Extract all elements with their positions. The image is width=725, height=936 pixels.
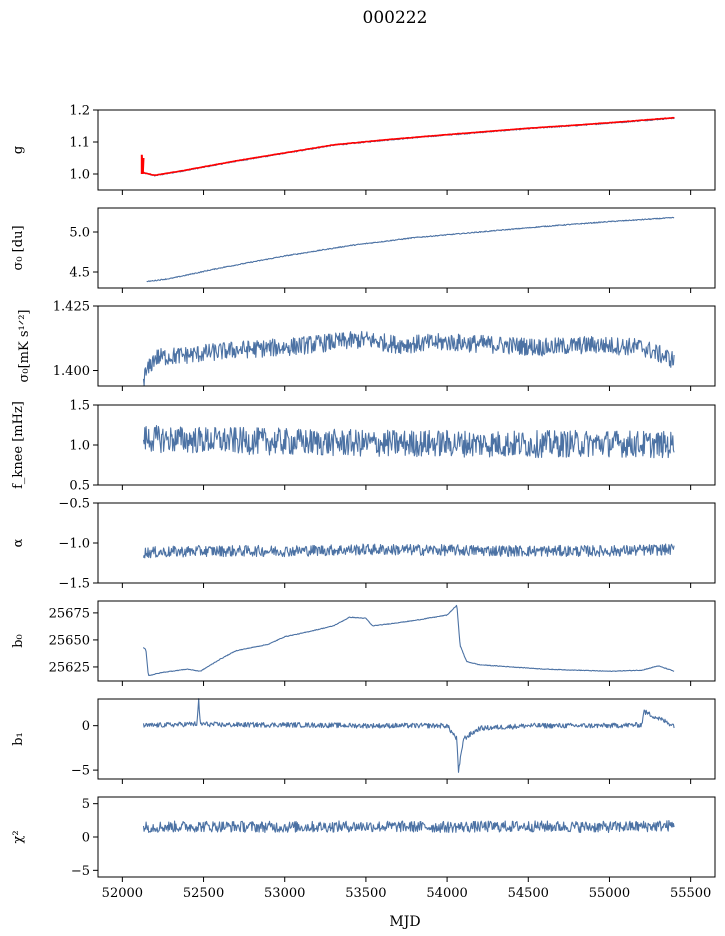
axes-frame-1 xyxy=(97,109,716,191)
y-tick-label: 1.2 xyxy=(69,104,90,119)
y-axis-label-2: σ₀ [du] xyxy=(11,225,26,270)
y-tick-label: −5 xyxy=(71,864,90,879)
series-line-1 xyxy=(141,117,675,177)
series-line-4 xyxy=(142,424,675,459)
fit-start-spike xyxy=(140,154,145,175)
y-tick-label: −1.0 xyxy=(58,537,90,552)
y-tick-label: 1.400 xyxy=(53,364,90,379)
y-tick-label: 5.0 xyxy=(69,226,90,241)
panel-2: 4.5 5.0 σ₀ [du] xyxy=(11,207,716,293)
series-line-7 xyxy=(142,698,675,773)
y-tick-label: 0.5 xyxy=(69,479,90,494)
y-axis-label-7: b₁ xyxy=(11,732,26,746)
x-tick-label: 55000 xyxy=(589,886,630,901)
x-tick-label: 52500 xyxy=(183,886,224,901)
y-tick-label: 0 xyxy=(82,831,90,846)
x-tick-label: 54000 xyxy=(426,886,467,901)
y-axis-label-1: g xyxy=(11,146,26,154)
series-line-6 xyxy=(143,604,675,677)
y-tick-label: 1.0 xyxy=(69,168,90,183)
axes-frame-3 xyxy=(97,305,716,387)
x-axis-label: MJD xyxy=(389,914,420,930)
y-tick-label: −0.5 xyxy=(58,497,90,512)
panel-7: −5 0 b₁ xyxy=(11,698,716,784)
y-axis-label-3: σ₀[mK s¹ᐟ²] xyxy=(17,310,32,383)
y-tick-label: 25675 xyxy=(49,606,90,621)
x-tick-label: 52000 xyxy=(102,886,143,901)
x-tick-label: 53000 xyxy=(264,886,305,901)
x-tick-label: 55500 xyxy=(670,886,711,901)
y-axis-label-8: χ² xyxy=(11,830,26,843)
y-axis-label-6: b₀ xyxy=(11,634,26,648)
x-tick-label: 53500 xyxy=(345,886,386,901)
panel-6: 25625 25650 25675 b₀ xyxy=(11,600,716,686)
panel-1: 1.0 1.1 1.2 g xyxy=(11,104,716,195)
panel-3: 1.400 1.425 σ₀[mK s¹ᐟ²] xyxy=(17,300,716,391)
series-line-5 xyxy=(142,543,675,559)
series-line-8 xyxy=(142,820,675,834)
y-tick-label: 0 xyxy=(82,719,90,734)
axes-frame-5 xyxy=(97,502,716,584)
panel-8: −5 0 5 52000 52500 53000 53500 54000 54500 55000 5… xyxy=(11,796,716,901)
y-tick-label: 25625 xyxy=(49,660,90,675)
y-tick-label: 1.425 xyxy=(53,300,90,315)
y-tick-label: 5 xyxy=(82,797,90,812)
y-tick-label: 25650 xyxy=(49,633,90,648)
series-line-3 xyxy=(142,330,675,387)
axes-frame-7 xyxy=(97,698,716,780)
y-tick-label: 1.1 xyxy=(69,136,90,151)
y-tick-label: 4.5 xyxy=(69,266,90,281)
y-tick-label: −5 xyxy=(71,764,90,779)
axes-frame-6 xyxy=(97,600,716,682)
y-axis-label-4: f_knee [mHz] xyxy=(11,401,26,489)
panel-5: −1.5 −1.0 −0.5 α xyxy=(11,497,716,592)
x-tick-label: 54500 xyxy=(508,886,549,901)
y-tick-label: −1.5 xyxy=(58,577,90,592)
series-line-2 xyxy=(146,216,675,283)
y-tick-label: 1.0 xyxy=(69,439,90,454)
y-tick-label: 1.5 xyxy=(69,399,90,414)
panel-4: 0.5 1.0 1.5 f_knee [mHz] xyxy=(11,399,716,494)
fit-line-1 xyxy=(141,116,675,176)
axes-frame-8 xyxy=(97,796,716,878)
y-axis-label-5: α xyxy=(11,538,26,547)
figure-title: 000222 xyxy=(363,8,428,28)
axes-frame-2 xyxy=(97,207,716,289)
